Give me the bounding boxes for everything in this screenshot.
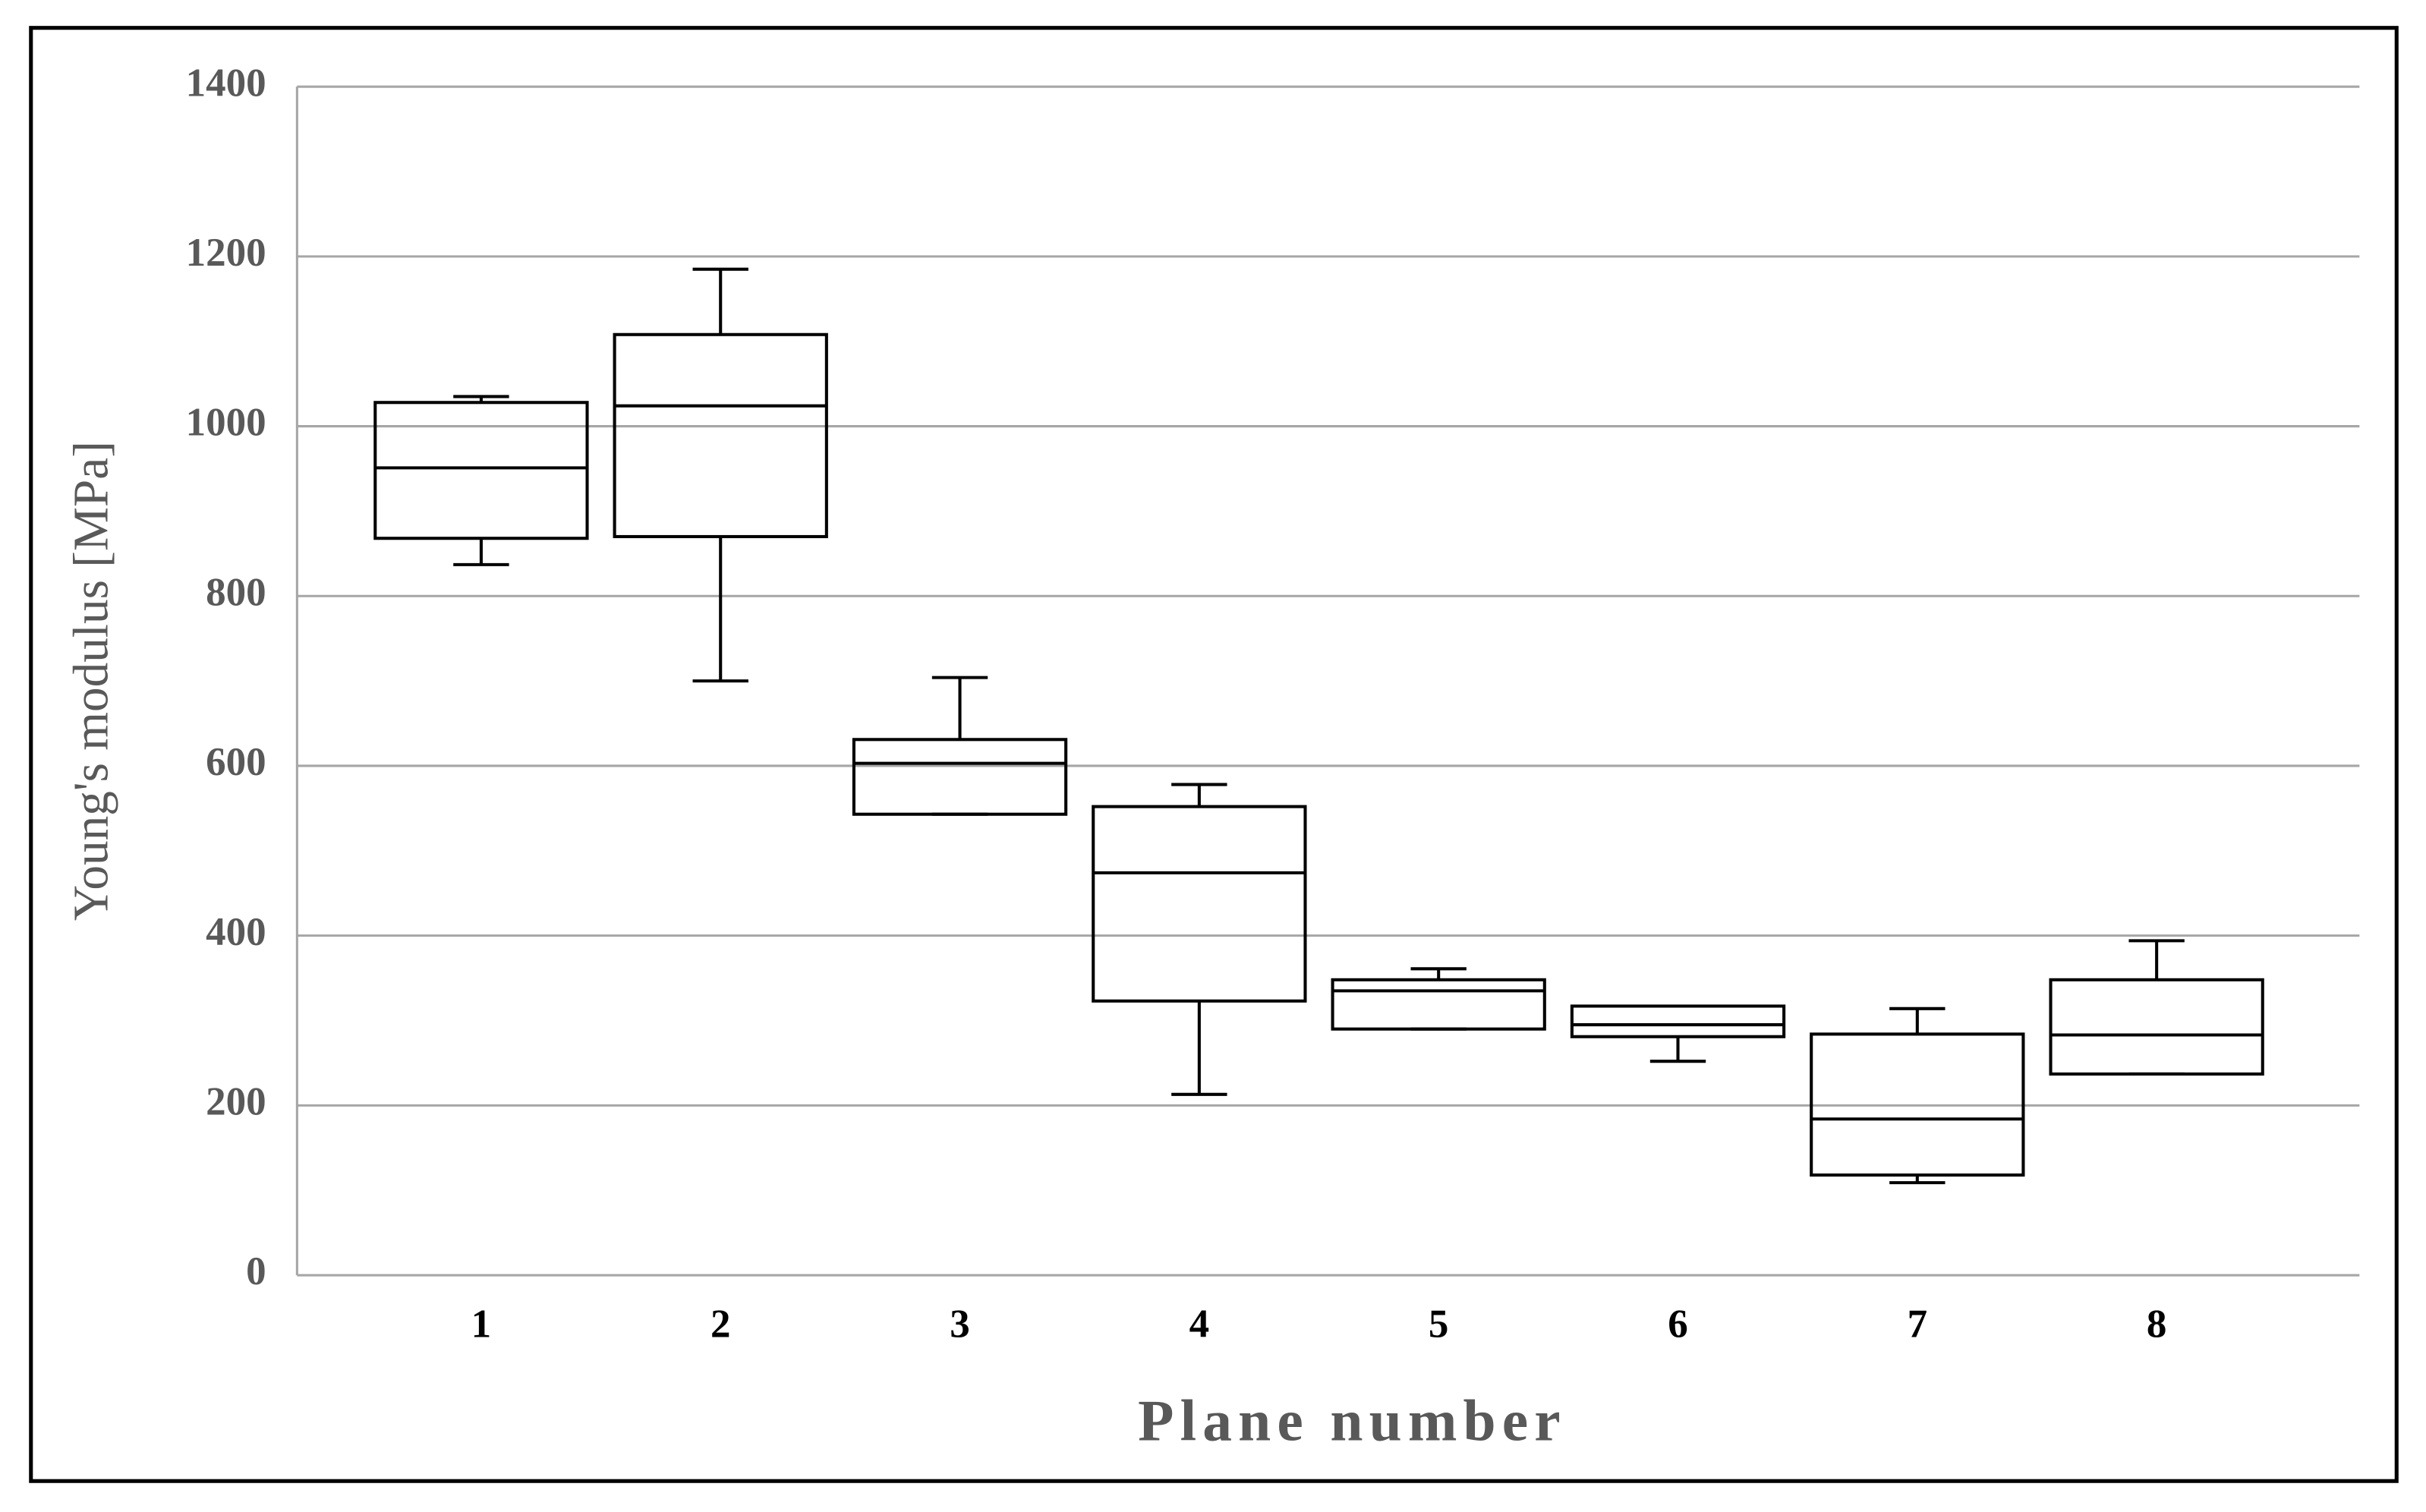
y-tick-label: 1200 [186, 231, 266, 275]
x-tick-label: 2 [710, 1303, 730, 1347]
y-tick-label: 600 [206, 740, 266, 784]
x-axis-label: Plane number [1138, 1388, 1567, 1454]
y-axis-label: Young's modulus [MPa] [64, 441, 118, 921]
chart-border [29, 26, 2399, 1483]
x-tick-label: 7 [1908, 1303, 1927, 1347]
box [2049, 978, 2264, 1076]
x-tick-label: 4 [1189, 1303, 1209, 1347]
x-tick-label: 1 [471, 1303, 491, 1347]
x-tick-label: 6 [1668, 1303, 1687, 1347]
x-tick-label: 8 [2147, 1303, 2166, 1347]
y-tick-label: 0 [246, 1249, 266, 1293]
x-tick-label: 3 [950, 1303, 969, 1347]
box [1810, 1032, 2025, 1177]
y-tick-label: 800 [206, 570, 266, 614]
box [1331, 978, 1546, 1031]
y-tick-label: 1400 [186, 61, 266, 105]
y-tick-label: 1000 [186, 401, 266, 445]
y-tick-label: 200 [206, 1080, 266, 1124]
box [613, 332, 828, 539]
box [852, 738, 1068, 816]
box [1092, 805, 1307, 1003]
box [373, 401, 589, 540]
x-tick-label: 5 [1429, 1303, 1448, 1347]
y-tick-label: 400 [206, 910, 266, 954]
box [1570, 1004, 1786, 1038]
